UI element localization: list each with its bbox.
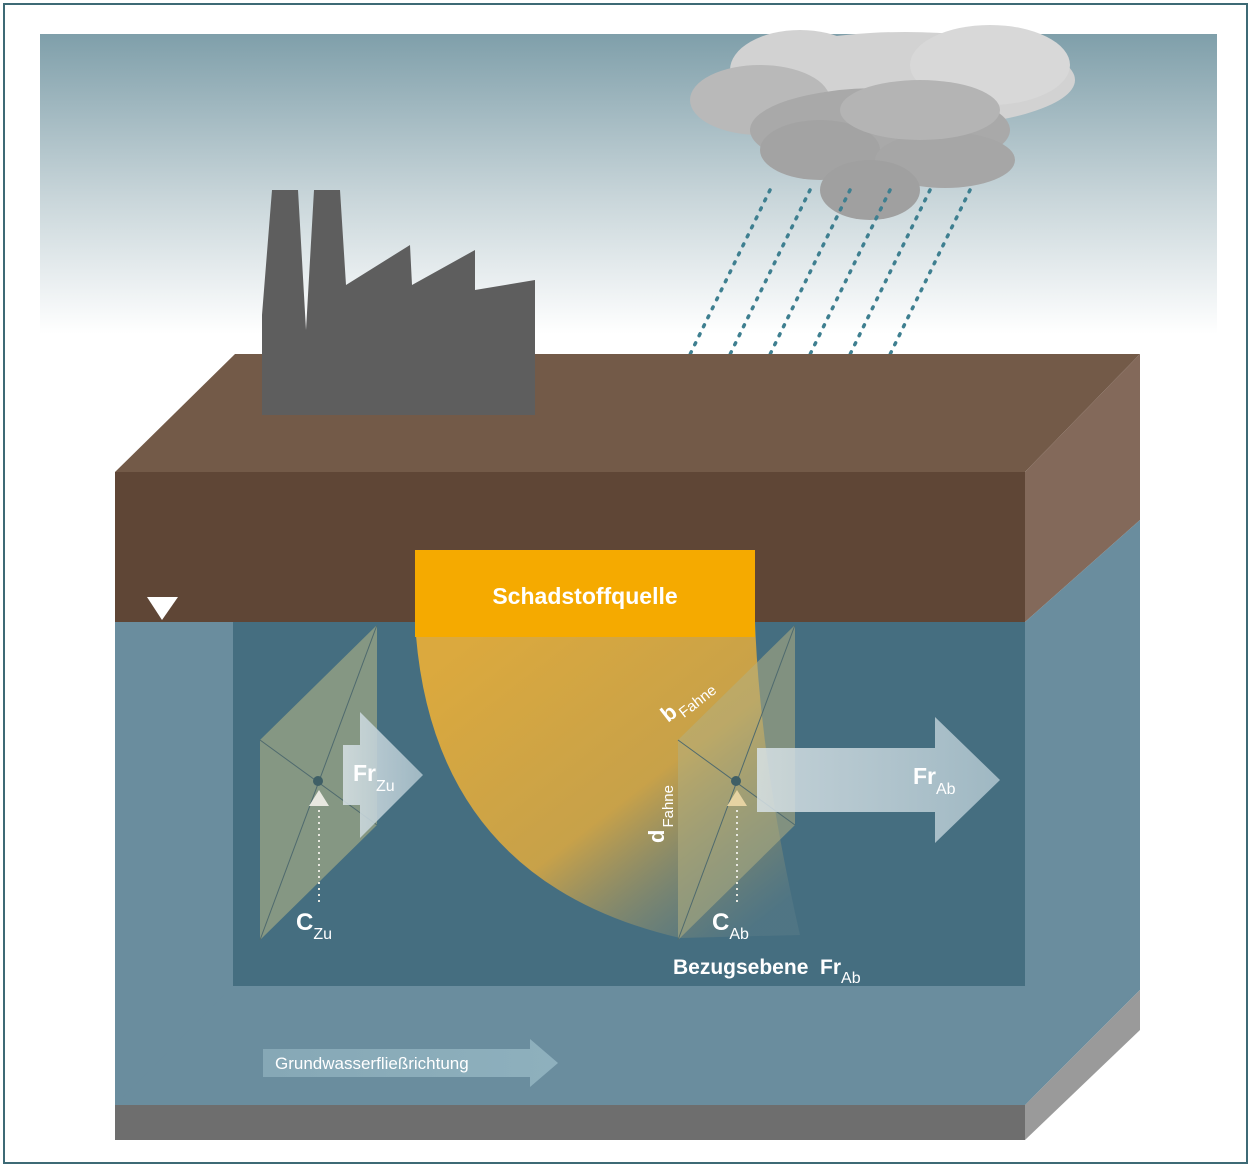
contaminant-source [415,550,755,637]
rain-cloud-icon [690,25,1075,220]
plume-depth-label: dFahne [644,785,677,843]
base-layer [115,1105,1025,1140]
factory-icon [262,190,535,415]
aquifer-side-face [1025,520,1140,1105]
rain-icon [660,188,972,414]
soil-side-face [1025,354,1140,622]
inflow-flux-label: FrZu [353,760,395,795]
inflow-plane [259,624,378,941]
outflow-flux-label: FrAb [913,763,956,798]
aquifer-floor [115,986,1140,1105]
outflow-concentration-label: CAb [712,909,749,943]
inflow-measurement-point [309,790,329,905]
source-label: Schadstoffquelle [492,583,677,609]
reference-plane-label: Bezugsebene FrAb [673,956,861,987]
inflow-arrow [343,712,423,838]
outflow-measurement-point [727,790,747,905]
flow-direction-arrow [263,1039,558,1087]
outflow-arrow [757,717,1000,843]
water-table-icon [147,597,178,620]
base-side-face [1025,990,1140,1140]
flow-direction-label: Grundwasserfließrichtung [275,1054,469,1073]
inflow-concentration-label: CZu [296,909,332,943]
